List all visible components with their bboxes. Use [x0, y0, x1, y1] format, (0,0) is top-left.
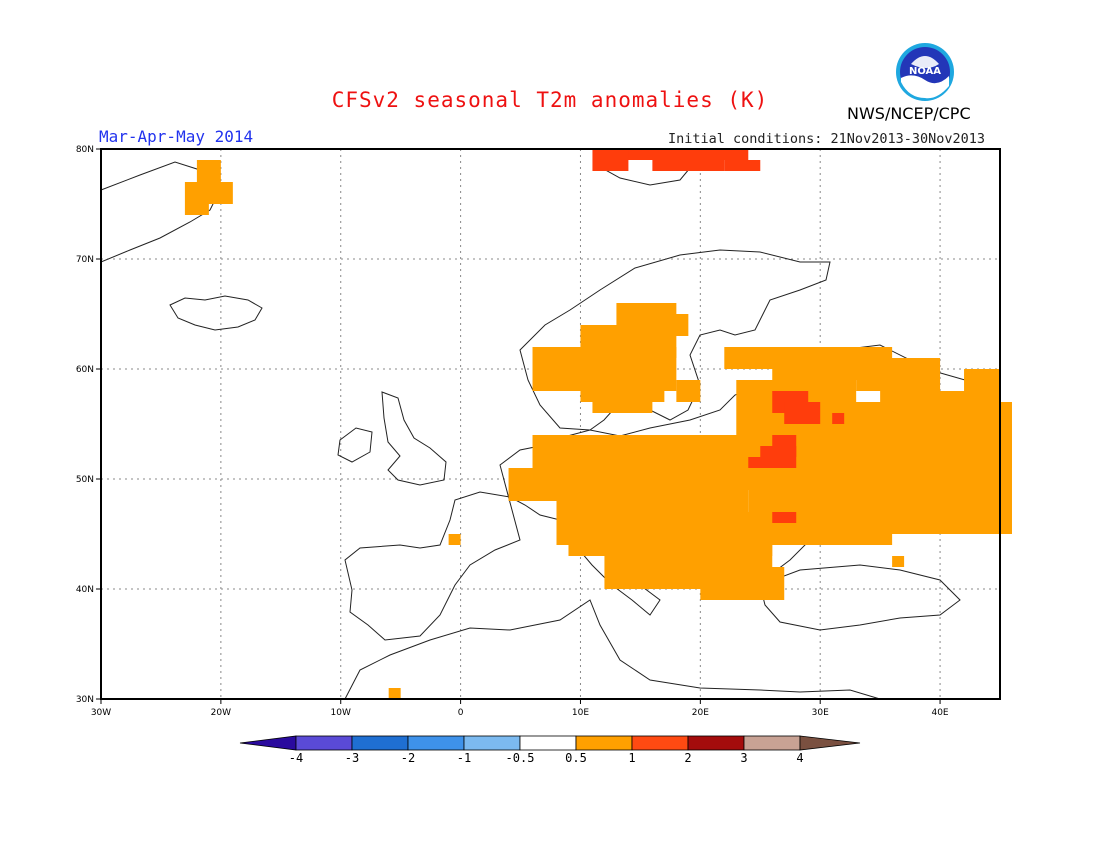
colorbar-label: 0.5 — [565, 751, 587, 765]
coastline — [759, 564, 961, 631]
agency-label: NWS/NCEP/CPC — [847, 104, 971, 123]
anomaly-cells — [184, 149, 1012, 699]
colorbar-left-arrow — [239, 735, 297, 751]
axis-ticks: 30W 20W 10W 0 10E 20E 30E 40E 80N 70N 60N 50N 40N 30N — [76, 145, 949, 718]
colorbar-segment — [295, 735, 353, 751]
anomaly-cell — [196, 182, 233, 204]
lat-tick-label: 70N — [76, 255, 94, 265]
color-bar: -4 -3 -2 -1 -0.5 0.5 1 2 3 4 — [239, 735, 861, 765]
anomaly-cell — [832, 413, 845, 424]
anomaly-cell — [784, 402, 821, 424]
colorbar-segment — [407, 735, 465, 751]
lat-tick-label: 50N — [76, 475, 94, 485]
anomaly-cell — [748, 457, 773, 468]
anomaly-cell — [772, 512, 797, 523]
anomaly-cell — [196, 160, 221, 182]
anomaly-cell — [892, 556, 905, 567]
colorbar-label: 3 — [740, 751, 747, 765]
anomaly-cell — [544, 457, 581, 479]
anomaly-cell — [616, 567, 629, 578]
colorbar-label: -2 — [401, 751, 415, 765]
lon-tick-label: 0 — [458, 708, 464, 718]
colorbar-label: 2 — [684, 751, 691, 765]
lon-tick-label: 30W — [91, 708, 111, 718]
anomaly-cell — [592, 369, 653, 413]
colorbar-segment — [463, 735, 521, 751]
coastline — [169, 295, 263, 331]
colorbar-label: -4 — [289, 751, 303, 765]
coastline — [337, 427, 373, 463]
anomaly-cell — [700, 567, 785, 600]
lon-tick-label: 40E — [931, 708, 948, 718]
colorbar-segment — [631, 735, 689, 751]
anomaly-cell — [724, 160, 761, 171]
colorbar-label: 1 — [628, 751, 635, 765]
colorbar-label: 4 — [796, 751, 803, 765]
initial-conditions: Initial conditions: 21Nov2013-30Nov2013 — [668, 131, 985, 147]
colorbar-segment — [519, 735, 577, 751]
colorbar-label: -3 — [345, 751, 359, 765]
colorbar-label: -1 — [457, 751, 471, 765]
lat-tick-label: 30N — [76, 695, 94, 705]
anomaly-cell — [592, 149, 629, 171]
anomaly-cell — [448, 534, 461, 545]
anomaly-cell — [652, 314, 689, 336]
colorbar-right-arrow — [799, 735, 861, 751]
anomaly-cell — [772, 358, 881, 380]
lon-tick-label: 20W — [211, 708, 231, 718]
coastline — [100, 161, 223, 263]
svg-text:NOAA: NOAA — [909, 66, 941, 77]
colorbar-segment — [351, 735, 409, 751]
lat-tick-label: 80N — [76, 145, 94, 155]
colorbar-segment — [687, 735, 745, 751]
map-gridlines — [101, 149, 1000, 699]
lat-tick-label: 60N — [76, 365, 94, 375]
lon-tick-label: 10W — [331, 708, 351, 718]
lon-tick-label: 30E — [812, 708, 829, 718]
map-title: CFSv2 seasonal T2m anomalies (K) — [331, 88, 769, 112]
anomaly-cell — [388, 688, 401, 699]
anomaly-cell — [892, 391, 989, 435]
lon-tick-label: 20E — [692, 708, 709, 718]
colorbar-segment — [743, 735, 801, 751]
coastline — [519, 249, 831, 431]
lon-tick-label: 10E — [572, 708, 589, 718]
coastline — [344, 599, 881, 700]
anomaly-cell — [676, 380, 701, 402]
anomaly-cell — [652, 160, 725, 171]
map-frame — [100, 148, 1001, 700]
coastline — [381, 391, 447, 486]
anomaly-cell — [628, 149, 749, 160]
colorbar-segment — [575, 735, 633, 751]
forecast-period: Mar-Apr-May 2014 — [99, 127, 254, 146]
colorbar-label: -0.5 — [506, 751, 535, 765]
lat-tick-label: 40N — [76, 585, 94, 595]
noaa-logo-icon: NOAA — [896, 43, 954, 101]
